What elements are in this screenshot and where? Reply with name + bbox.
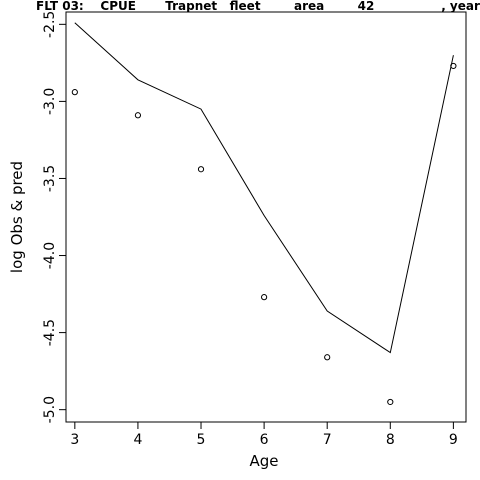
chart-title: FLT 03: CPUE Trapnet fleet area 42 , yea… <box>36 0 480 13</box>
y-axis-label: log Obs & pred <box>8 161 26 273</box>
y-tick-label: -4.5 <box>42 319 58 346</box>
x-tick-label: 3 <box>70 432 79 448</box>
x-axis-label: Age <box>249 452 278 470</box>
x-tick-label: 9 <box>449 432 458 448</box>
observed-point <box>387 398 394 406</box>
x-tick-label: 4 <box>133 432 142 448</box>
x-tick-label: 7 <box>323 432 332 448</box>
y-tick-label: -2.5 <box>42 11 58 38</box>
predicted-line <box>74 22 454 354</box>
y-tick-label: -5.0 <box>42 396 58 423</box>
y-tick-label: -4.0 <box>42 242 58 269</box>
x-tick-label: 8 <box>386 432 395 448</box>
observed-point <box>134 112 142 119</box>
y-axis: -2.5 -3.0 -3.5 -4.0 -4.5 -5.0 <box>42 11 67 423</box>
x-axis: 3 4 5 6 7 8 9 <box>70 421 458 448</box>
observed-point <box>324 354 331 361</box>
observed-point <box>71 89 78 96</box>
x-tick-label: 6 <box>260 432 269 448</box>
plot-series <box>71 22 457 406</box>
y-tick-label: -3.5 <box>42 165 58 192</box>
plot-frame <box>65 11 467 423</box>
observed-point <box>261 294 268 301</box>
observed-point <box>197 166 205 173</box>
observed-point <box>450 62 457 70</box>
y-tick-label: -3.0 <box>42 88 58 115</box>
x-tick-label: 5 <box>197 432 206 448</box>
